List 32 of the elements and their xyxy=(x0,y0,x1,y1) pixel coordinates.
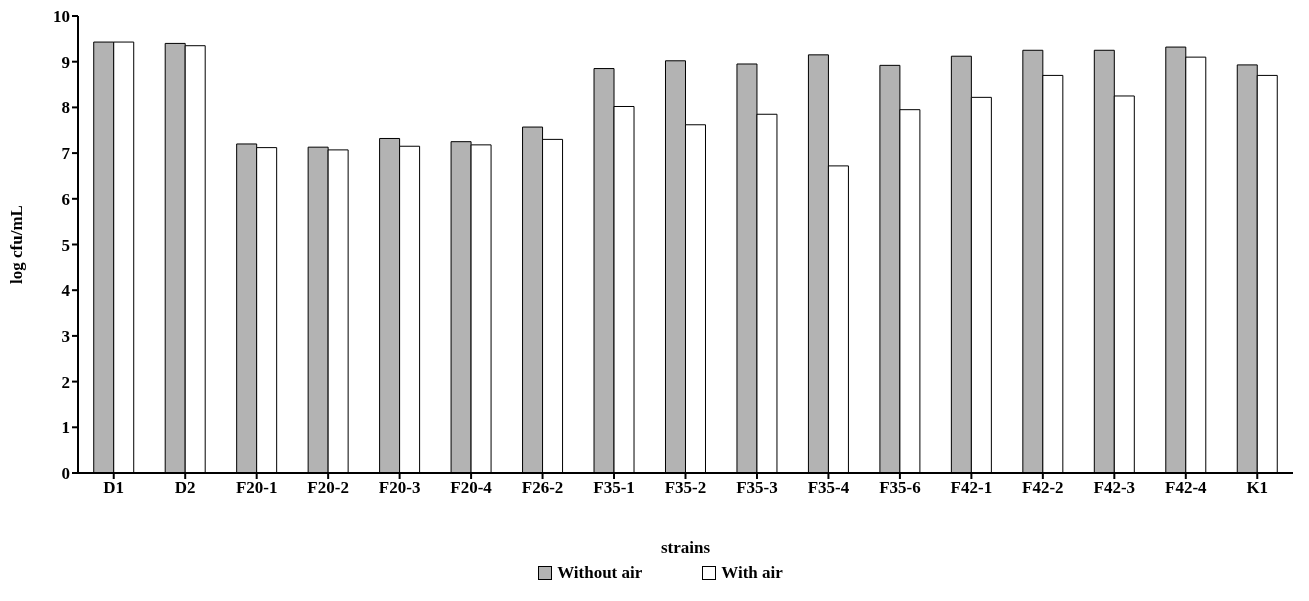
x-tick-label: F20-4 xyxy=(450,478,493,498)
x-tick-label: F20-1 xyxy=(235,478,278,498)
x-tick-label: F35-1 xyxy=(593,478,635,498)
y-tick-label: 2 xyxy=(61,372,70,392)
y-tick-label: 1 xyxy=(61,418,70,438)
x-tick-label: F35-4 xyxy=(807,478,850,498)
x-tick-label: F20-2 xyxy=(307,478,349,498)
x-tick-label: F35-6 xyxy=(879,478,921,498)
x-axis-title: strains xyxy=(660,538,711,557)
y-tick-label: 6 xyxy=(61,189,70,209)
x-tick-label: K1 xyxy=(1246,478,1269,498)
y-axis-title: log cfu/mL xyxy=(7,205,27,284)
x-tick-label: D2 xyxy=(174,478,196,498)
x-tick-label: D1 xyxy=(103,478,125,498)
x-tick-label: F26-2 xyxy=(521,478,564,498)
y-tick-label: 3 xyxy=(61,326,70,346)
x-tick-label: F42-3 xyxy=(1093,478,1136,498)
y-tick-label: 5 xyxy=(61,235,70,255)
legend-label: Without air xyxy=(557,563,643,583)
y-tick-label: 9 xyxy=(61,52,70,72)
y-tick-label: 8 xyxy=(61,98,70,118)
y-tick-label: 10 xyxy=(53,7,70,27)
x-tick-label: F42-2 xyxy=(1022,478,1064,498)
legend-label: With air xyxy=(721,563,783,583)
x-tick-label: F42-4 xyxy=(1165,478,1208,498)
x-tick-label: F35-2 xyxy=(664,478,707,498)
x-tick-label: F20-3 xyxy=(378,478,421,498)
y-tick-label: 7 xyxy=(61,144,71,164)
x-tick-label: F35-3 xyxy=(736,478,778,498)
y-tick-label: 0 xyxy=(61,464,70,484)
y-tick-label: 4 xyxy=(61,281,71,301)
x-tick-label: F42-1 xyxy=(950,478,993,498)
